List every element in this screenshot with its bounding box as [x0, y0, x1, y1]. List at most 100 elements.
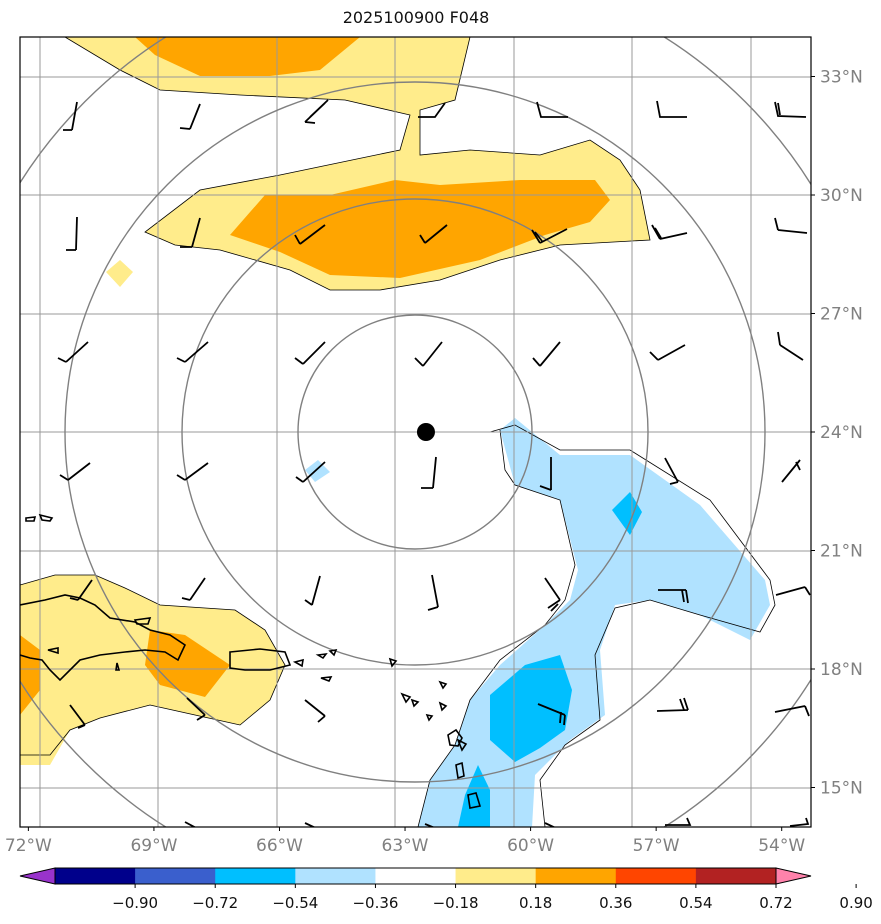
- colorbar-segment: [695, 868, 777, 884]
- wind-barb: [532, 341, 561, 367]
- wind-barb: [544, 577, 561, 612]
- wind-barb: [294, 341, 326, 365]
- colorbar-segment: [295, 868, 376, 884]
- wind-barb: [294, 224, 326, 245]
- colorbar-segment: [375, 868, 457, 884]
- positive-area-southwest-medium-2: [145, 630, 230, 697]
- coastline-island-n: [438, 680, 448, 690]
- colorbar-extend-low: [19, 867, 56, 885]
- colorbar-tick-label: −0.18: [433, 894, 479, 912]
- wind-barb: [537, 703, 566, 726]
- wind-barb: [424, 823, 435, 827]
- coastlines: [20, 513, 482, 809]
- wind-barb: [781, 459, 801, 483]
- colorbar-segment: [455, 868, 537, 884]
- wind-barbs: [57, 99, 811, 827]
- coastline-island-guadeloupe: [447, 728, 463, 747]
- wind-barb: [536, 101, 568, 118]
- range-ring-1: [297, 314, 533, 550]
- wind-barb: [539, 457, 552, 491]
- wind-barb: [63, 101, 78, 131]
- wind-barb: [421, 456, 437, 489]
- colorbar-extend-high: [775, 867, 812, 885]
- lat-tick-label: 33°N: [820, 68, 863, 88]
- map-title: 2025100900 F048: [342, 8, 490, 27]
- lon-tick-label: 72°W: [5, 836, 52, 856]
- coastline-island-m: [425, 713, 434, 722]
- negative-tongue-medium-2: [490, 655, 572, 762]
- wind-barb: [656, 697, 689, 712]
- coastline-island-a: [25, 516, 37, 522]
- wind-barb: [649, 344, 686, 361]
- colorbar-tick-label: 0.36: [599, 894, 632, 912]
- coastline-island-e: [115, 662, 121, 671]
- contour-line-east: [489, 424, 776, 827]
- colorbar-outline: [54, 867, 777, 885]
- shaded-fields: [20, 37, 770, 827]
- wind-barb: [427, 574, 439, 611]
- wind-barb: [186, 697, 206, 721]
- lat-tick-label: 15°N: [820, 779, 863, 799]
- coastline-island-dominica: [456, 738, 468, 752]
- lon-tick-label: 57°W: [633, 836, 680, 856]
- colorbar-segment: [615, 868, 697, 884]
- wind-barb: [414, 341, 443, 367]
- positive-band-north-medium: [135, 37, 360, 76]
- wind-barb: [658, 589, 689, 604]
- contour-line-north: [64, 37, 651, 291]
- coastline-island-d: [47, 647, 59, 655]
- colorbar-tick-label: 0.54: [679, 894, 712, 912]
- coastline-island-b: [38, 513, 54, 522]
- wind-barb: [651, 224, 688, 240]
- wind-barb: [774, 101, 807, 118]
- negative-spot: [305, 460, 330, 482]
- coastline-island-i: [320, 676, 333, 683]
- contour-outlines: [20, 37, 776, 827]
- range-rings: [20, 37, 811, 827]
- colorbar-tick-label: −0.72: [192, 894, 238, 912]
- range-ring-2: [181, 198, 649, 666]
- negative-tongue-medium-3: [458, 765, 490, 827]
- wind-barb: [176, 462, 209, 481]
- colorbar-tick-label: −0.36: [352, 894, 398, 912]
- wind-barb: [789, 817, 810, 827]
- lat-tick-label: 27°N: [820, 305, 863, 325]
- wind-barb: [304, 575, 321, 606]
- coastline-hispaniola: [20, 594, 187, 682]
- wind-barb: [775, 586, 811, 596]
- wind-barb: [656, 100, 687, 118]
- wind-barb: [69, 579, 93, 601]
- lat-tick-label: 21°N: [820, 542, 863, 562]
- wind-barb: [665, 817, 692, 826]
- wind-barb: [777, 331, 804, 361]
- lat-tick-label: 24°N: [820, 423, 863, 443]
- lat-tick-label: 30°N: [820, 186, 863, 206]
- wind-barb: [664, 457, 679, 485]
- wind-barb: [418, 102, 446, 118]
- positive-band-north-medium-2: [230, 180, 610, 278]
- wind-barb: [69, 704, 86, 729]
- coastline-island-o: [438, 701, 448, 712]
- coastline-island-j: [388, 657, 398, 668]
- coastline-island-k: [400, 692, 412, 704]
- colorbar-tick-label: 0.18: [519, 894, 552, 912]
- wind-barb: [184, 821, 197, 827]
- range-ring-3: [64, 81, 766, 783]
- lon-tick-label: 69°W: [130, 836, 177, 856]
- colorbar-tick-label: 0.90: [839, 894, 872, 912]
- lon-tick-label: 60°W: [507, 836, 554, 856]
- lon-tick-label: 66°W: [256, 836, 303, 856]
- colorbar-segment: [535, 868, 617, 884]
- wind-barb: [59, 462, 91, 481]
- contour-line-east-inner: [417, 429, 576, 827]
- latitude-axis: 33°N 30°N 27°N 24°N 21°N 18°N 15°N: [811, 68, 863, 799]
- coastline-island-h: [328, 648, 338, 657]
- graticule: [20, 37, 811, 827]
- coastline-island-f: [292, 658, 304, 668]
- colorbar-segment: [135, 868, 216, 884]
- wind-barb: [774, 217, 808, 234]
- coastline-island-martinique: [455, 761, 465, 780]
- wind-barb: [304, 699, 326, 723]
- colorbar-segment: [215, 868, 296, 884]
